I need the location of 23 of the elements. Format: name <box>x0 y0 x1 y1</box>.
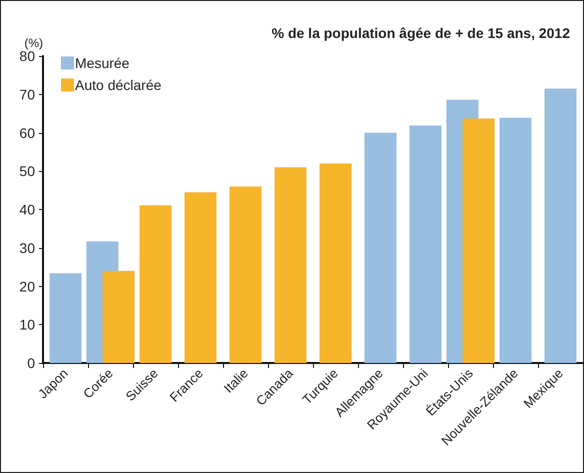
bar <box>140 205 172 363</box>
y-tick-label: 10 <box>19 316 36 333</box>
y-axis-title: (%) <box>24 36 43 50</box>
y-tick-label: 0 <box>27 355 36 371</box>
y-tick-label: 70 <box>19 86 36 102</box>
y-tick-label: 80 <box>19 48 36 64</box>
y-tick-label: 30 <box>19 240 36 256</box>
bar <box>274 167 306 363</box>
y-tick-label: 20 <box>19 278 36 294</box>
bar <box>364 132 396 363</box>
bar <box>50 273 82 363</box>
legend-label: Mesurée <box>75 55 130 71</box>
y-tick-label: 50 <box>19 163 36 180</box>
bar <box>500 118 532 363</box>
y-tick-label: 60 <box>19 124 36 141</box>
bar <box>184 192 216 363</box>
bar <box>230 186 262 363</box>
legend-label: Auto déclarée <box>75 77 162 93</box>
chart-title: % de la population âgée de + de 15 ans, 2012 <box>272 25 570 41</box>
bar <box>320 163 352 363</box>
bar <box>410 125 442 363</box>
y-tick-label: 40 <box>19 202 36 218</box>
bar <box>544 88 576 363</box>
